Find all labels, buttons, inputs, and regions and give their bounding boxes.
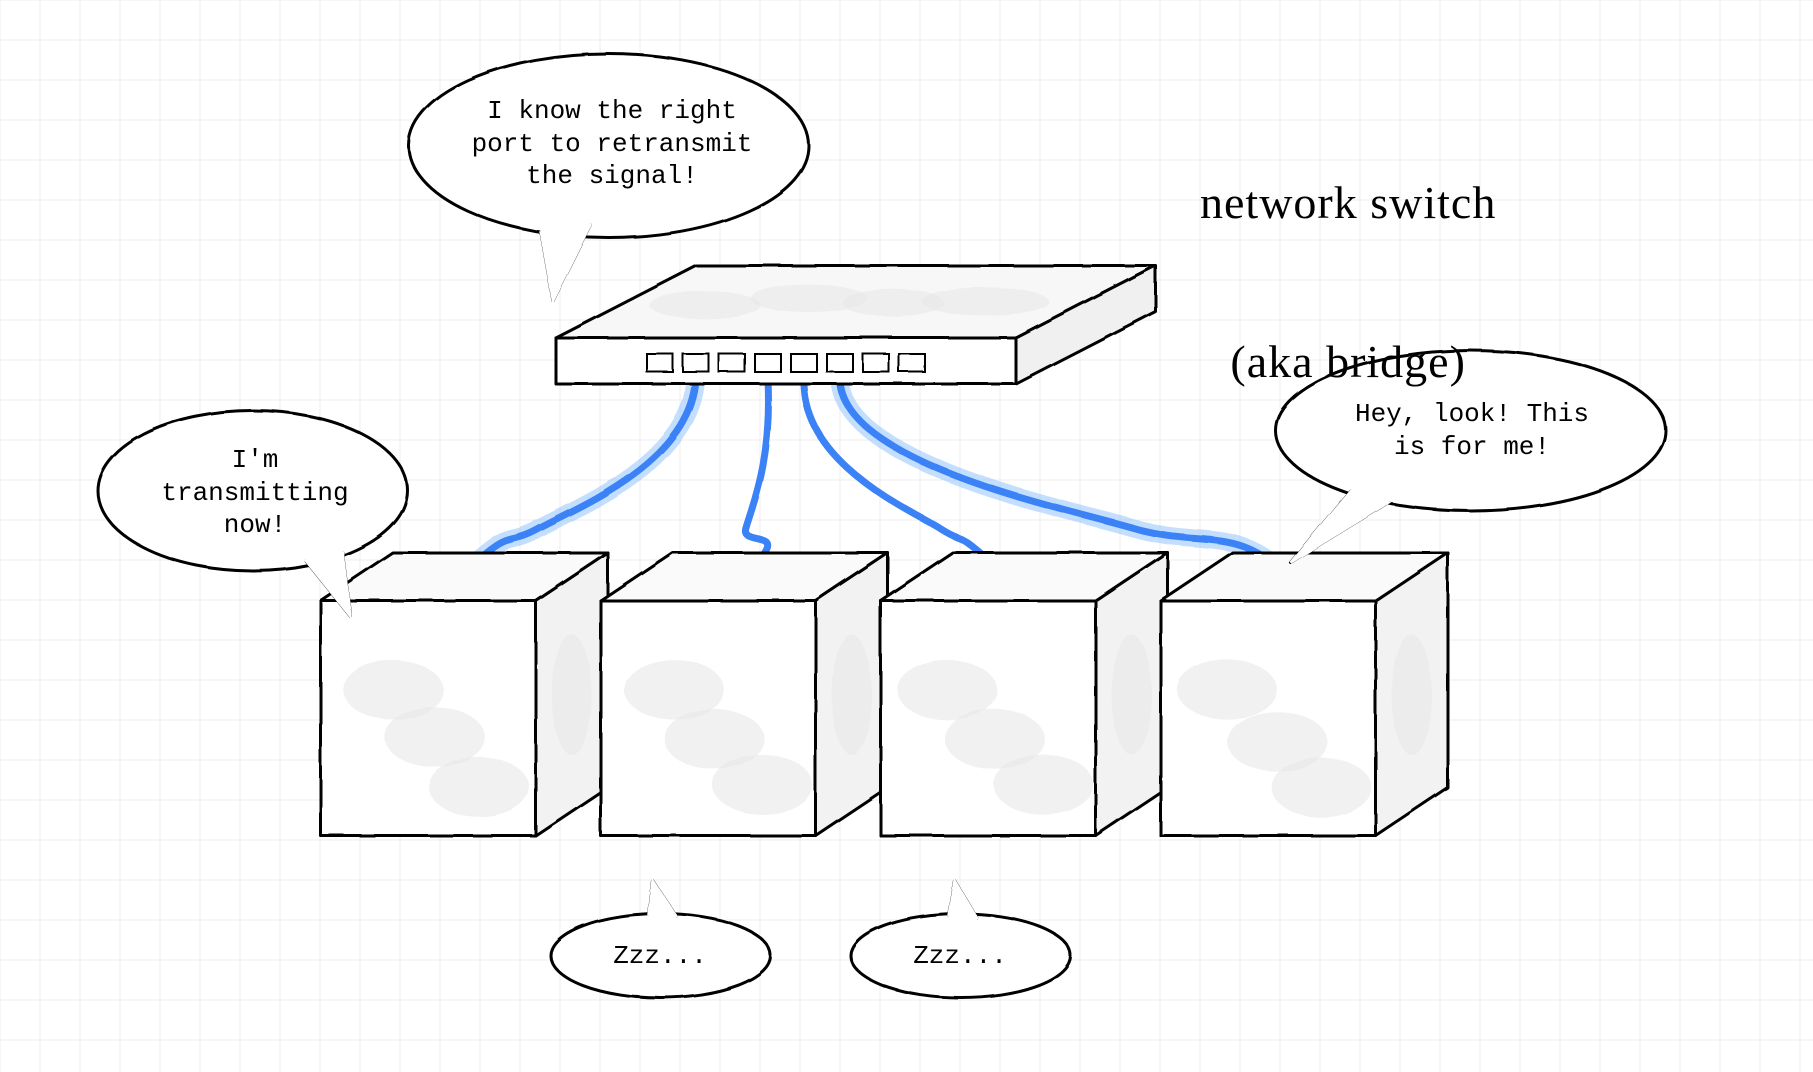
- switch-bubble-text: I know the right port to retransmit the …: [452, 95, 772, 193]
- network-nodes: [320, 552, 1447, 835]
- switch-port: [718, 353, 744, 371]
- switch-port: [682, 353, 708, 371]
- switch-port: [862, 353, 888, 371]
- title-line-1: network switch: [1200, 176, 1496, 229]
- node-box: [600, 552, 887, 835]
- switch-port: [790, 353, 816, 371]
- switch-port: [754, 353, 780, 371]
- node1-bubble-text: I'm transmitting now!: [140, 444, 370, 542]
- node3-zzz-text: Zzz...: [880, 940, 1040, 973]
- switch-port: [646, 353, 672, 371]
- node-box: [880, 552, 1167, 835]
- node-box: [320, 552, 607, 835]
- switch-port: [826, 353, 852, 371]
- node2-zzz-text: Zzz...: [580, 940, 740, 973]
- title-line-2: (aka bridge): [1200, 335, 1496, 388]
- node-box: [1160, 552, 1447, 835]
- switch-port: [898, 353, 924, 371]
- node4-bubble-text: Hey, look! This is for me!: [1322, 398, 1622, 463]
